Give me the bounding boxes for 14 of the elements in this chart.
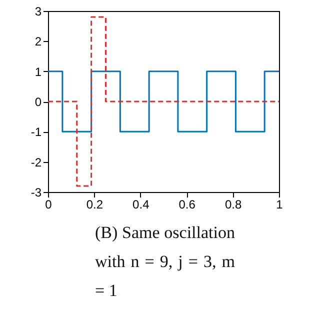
y-tick-label: 2 xyxy=(34,34,42,49)
y-tick-label: -2 xyxy=(30,155,42,170)
text: (B) Same oscillation with n = 9, j = 3, m = 1 xyxy=(95,222,235,302)
y-tick-label: -3 xyxy=(30,186,42,200)
y-tick-label: -1 xyxy=(30,125,42,140)
y-tick-label: 3 xyxy=(34,4,42,18)
x-tick-label: 0.8 xyxy=(224,198,242,212)
x-tick-label: 0.4 xyxy=(132,198,150,212)
x-tick-label: 0.6 xyxy=(178,198,196,212)
x-tick-label: 0 xyxy=(45,198,52,212)
y-tick-label: 0 xyxy=(34,95,42,109)
x-tick-label: 1 xyxy=(276,198,284,212)
y-tick-label: 1 xyxy=(34,64,42,79)
x-tick-label: 0.2 xyxy=(86,198,104,212)
